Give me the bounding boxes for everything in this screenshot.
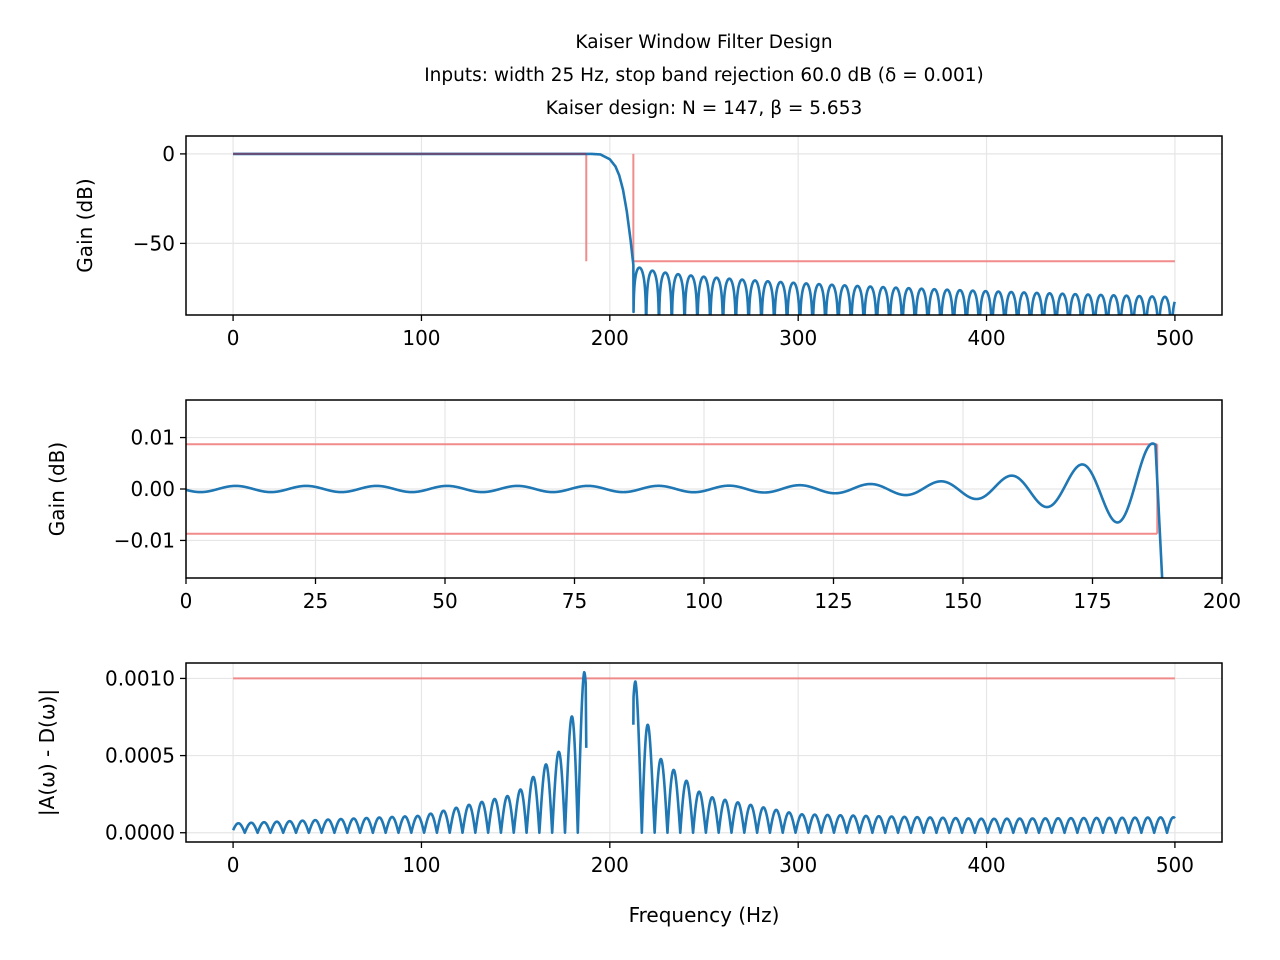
plot-area (186, 442, 1164, 578)
x-tick-label: 125 (814, 589, 852, 613)
y-tick-label: −50 (133, 231, 175, 255)
series-line (632, 680, 1177, 835)
x-tick-label: 0 (227, 326, 240, 350)
series-line (231, 670, 588, 835)
x-tick-label: 300 (779, 853, 817, 877)
y-tick-label: −0.01 (114, 528, 175, 552)
y-axis-label: Gain (dB) (73, 178, 97, 272)
axes-frame (185, 135, 1223, 316)
x-tick-label: 0 (180, 589, 193, 613)
x-tick-label: 400 (967, 853, 1005, 877)
x-tick-label: 75 (562, 589, 587, 613)
x-tick-label: 500 (1156, 326, 1194, 350)
x-axis-label: Frequency (Hz) (629, 903, 780, 927)
y-tick-label: 0.0005 (105, 744, 175, 768)
chart-design-line: Kaiser design: N = 147, β = 5.653 (545, 98, 863, 119)
y-tick-label: 0 (162, 142, 175, 166)
x-tick-label: 0 (227, 853, 240, 877)
subplot-amplitude-error: 0 100 200 300 400 500 0.0010 0.0005 0.0000 |A(ω) … (35, 662, 1223, 927)
axes-frame (185, 662, 1223, 843)
y-tick-label: 0.0000 (105, 821, 175, 845)
figure-title-block: Kaiser Window Filter Design Inputs: widt… (186, 26, 1222, 125)
x-tick-label: 100 (685, 589, 723, 613)
x-tick-label: 300 (779, 326, 817, 350)
x-tick-label: 25 (303, 589, 328, 613)
series-line (186, 442, 1164, 578)
x-tick-label: 400 (967, 326, 1005, 350)
y-axis-label: Gain (dB) (45, 442, 69, 536)
x-tick-label: 50 (432, 589, 457, 613)
chart-subtitle: Inputs: width 25 Hz, stop band rejection… (424, 65, 984, 86)
plot-area (231, 152, 1176, 315)
x-tick-label: 100 (402, 853, 440, 877)
plot-area (231, 670, 1177, 835)
x-tick-label: 500 (1156, 853, 1194, 877)
y-axis-label: |A(ω) - D(ω)| (35, 689, 59, 816)
x-tick-label: 175 (1073, 589, 1111, 613)
x-tick-label: 200 (591, 853, 629, 877)
subplot-full-response: 0 100 200 300 400 500 0 −50 Gain (dB) (73, 135, 1223, 350)
x-tick-label: 200 (1203, 589, 1241, 613)
y-tick-label: 0.01 (130, 426, 175, 450)
subplot-passband-detail: 0 25 50 75 100 125 150 175 200 0.01 0.00 −0.01 Gain … (45, 399, 1241, 613)
chart-title: Kaiser Window Filter Design (575, 32, 833, 53)
x-tick-label: 150 (944, 589, 982, 613)
y-tick-label: 0.0010 (105, 666, 175, 690)
x-tick-label: 200 (591, 326, 629, 350)
x-tick-label: 100 (402, 326, 440, 350)
y-tick-label: 0.00 (130, 477, 175, 501)
